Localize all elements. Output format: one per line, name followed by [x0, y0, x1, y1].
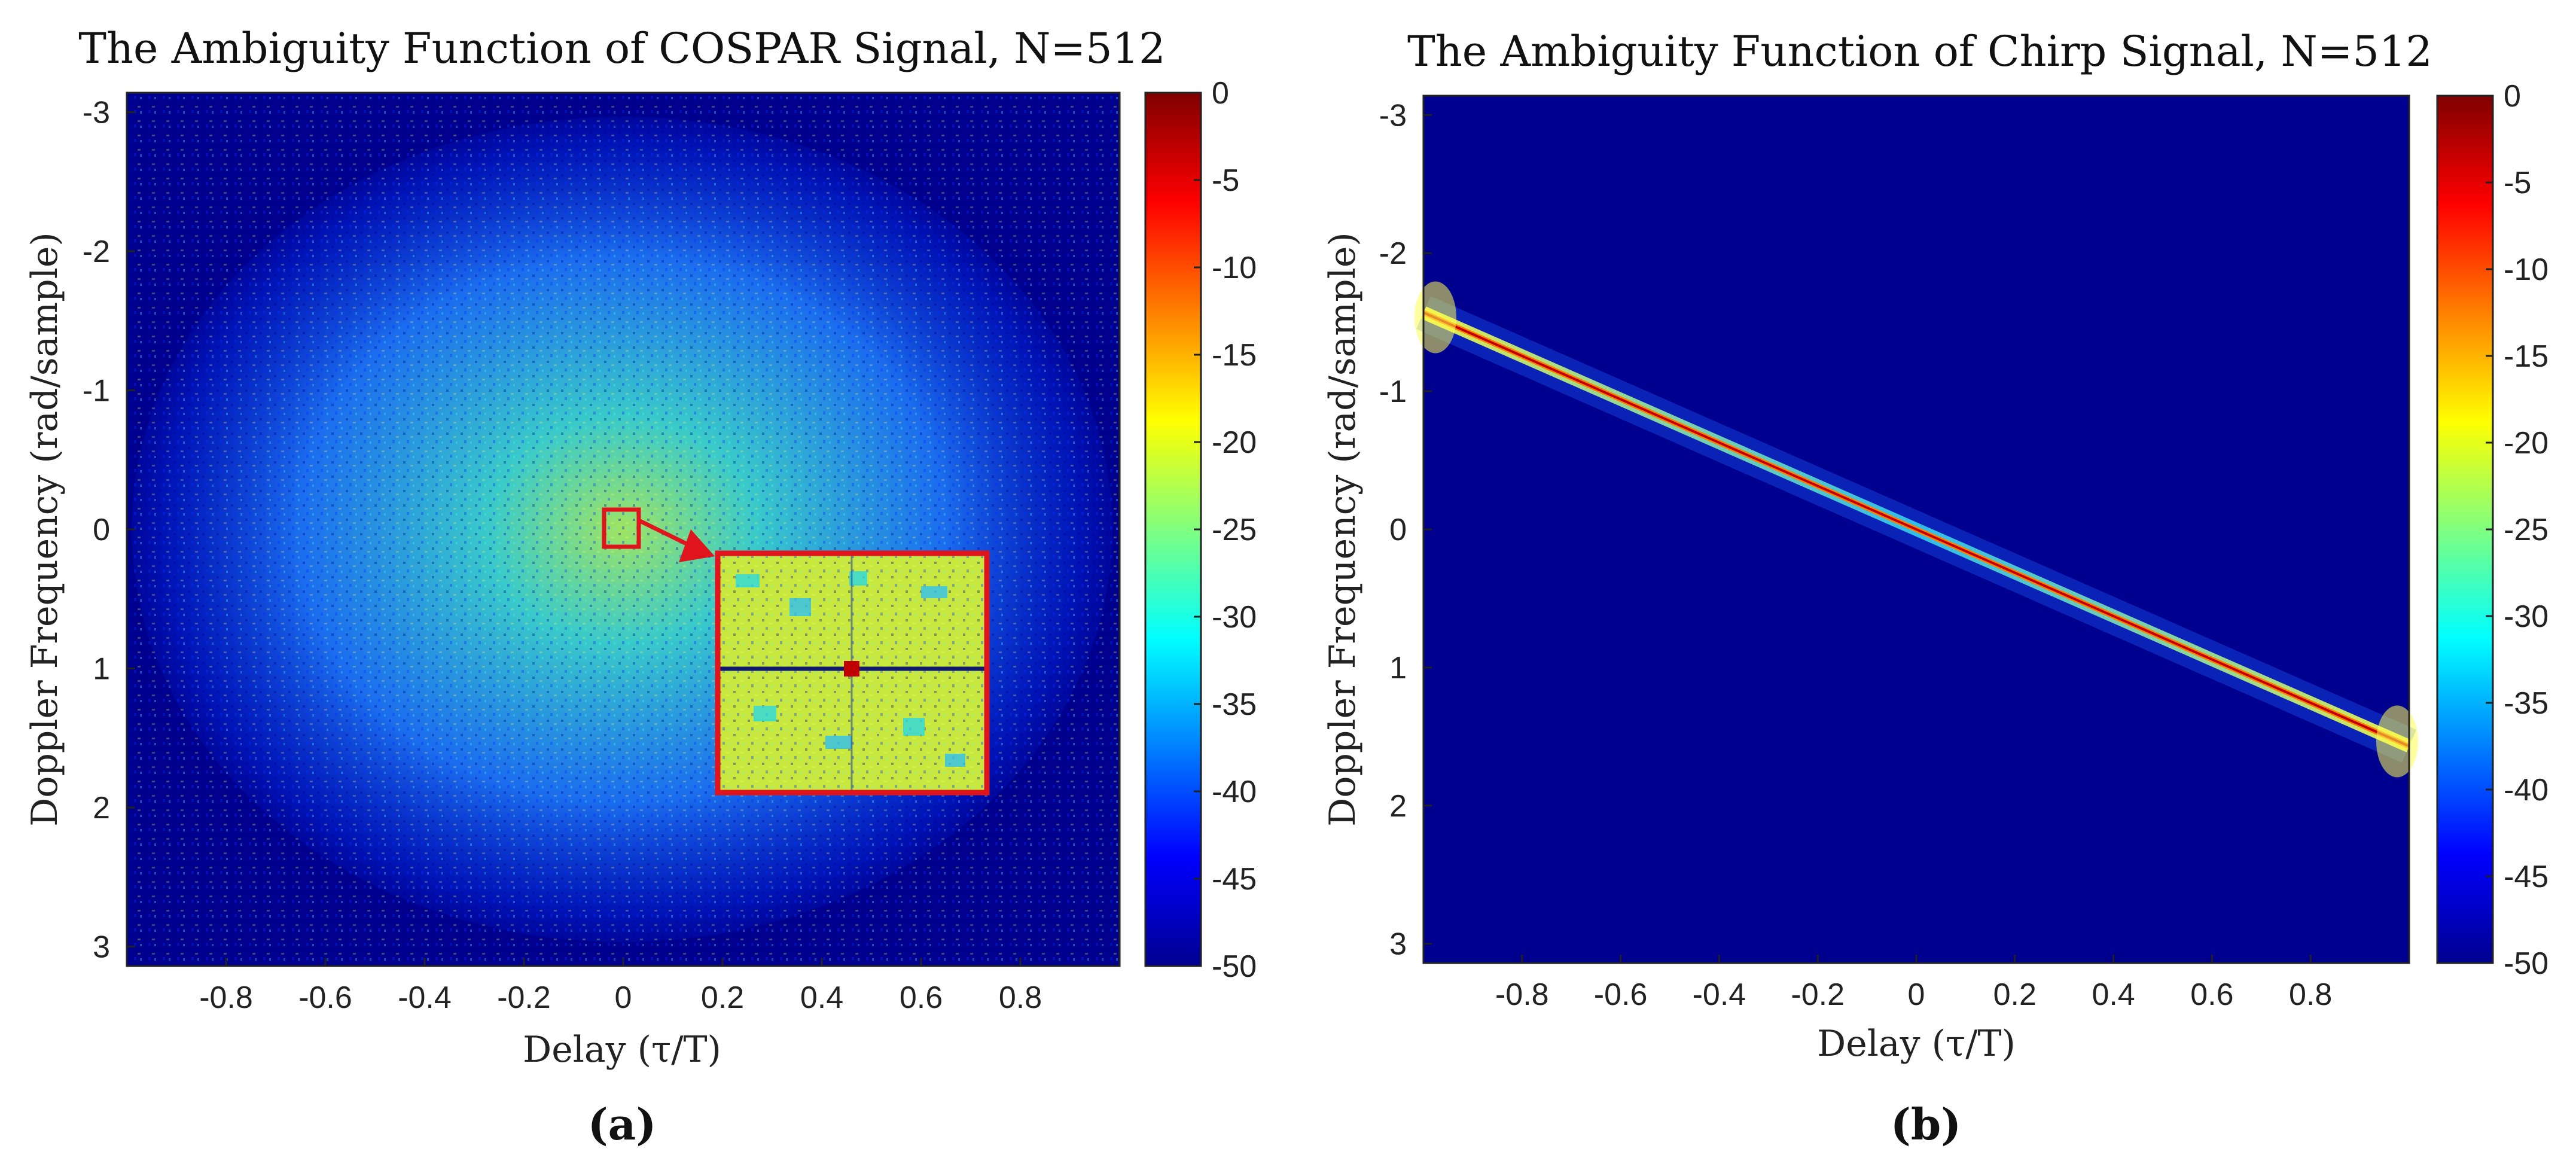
panel-a-colorbar-tick-label: -10: [1212, 251, 1257, 285]
panel-b-colorbar-tick-label: -25: [2504, 513, 2548, 547]
panel-b-x-ticks: -0.8 -0.6 -0.4 -0.2 0 0.2 0.4 0.6 0.8: [1495, 955, 2332, 1012]
panel-b-y-tick-label: 2: [1389, 789, 1407, 824]
panel-b-colorbar-tick-label: -30: [2504, 599, 2548, 634]
panel-a-zoom-marker: [602, 507, 641, 549]
panel-b-caption: (b): [1891, 1099, 1961, 1150]
panel-b-colorbar: [2436, 95, 2494, 964]
panel-a-inset: [715, 550, 990, 796]
panel-a-colorbar-tick-label: -35: [1212, 687, 1257, 722]
panel-a-x-tick-label: 0: [615, 980, 632, 1015]
panel-a-colorbar-tick-label: -15: [1212, 338, 1257, 373]
panel-a-y-tick-label: 0: [93, 513, 110, 547]
panel-a-zoom-arrowhead: [679, 529, 715, 562]
panel-a-colorbar-tick-label: -50: [1212, 949, 1257, 984]
panel-b-ridge-peak: [1423, 311, 2410, 748]
panel-a-title: The Ambiguity Function of COSPAR Signal,…: [78, 24, 1165, 73]
panel-b-title: The Ambiguity Function of Chirp Signal, …: [1407, 27, 2432, 76]
panel-a-caption: (a): [588, 1099, 657, 1150]
panel-a-y-tick-label: -3: [83, 96, 110, 130]
panel-b-colorbar-tick-label: -50: [2504, 946, 2548, 981]
panel-a-x-tick-label: -0.6: [298, 980, 352, 1015]
panel-b-colorbar-tick-label: -10: [2504, 252, 2548, 287]
panel-a-speckle-texture: [127, 93, 1120, 966]
panel-a-y-ticks: -3 -2 -1 0 1 2 3: [83, 96, 135, 964]
panel-a-x-tick-label: 0.2: [701, 980, 744, 1015]
panel-b-colorbar-tick-label: -15: [2504, 339, 2548, 374]
panel-b-x-tick-label: 0.2: [1993, 977, 2037, 1012]
panel-b-y-ticks: -3 -2 -1 0 1 2 3: [1379, 98, 1432, 962]
panel-a-colorbar-tick-label: -40: [1212, 775, 1257, 809]
panel-a: The Ambiguity Function of COSPAR Signal,…: [24, 24, 1257, 1150]
panel-a-x-tick-label: -0.8: [199, 980, 253, 1015]
panel-b-colorbar-ticks: 0 -5 -10 -15 -20 -25 -30 -35 -40 -45 -50: [2486, 79, 2548, 981]
panel-b-y-label: Doppler Frequency (rad/sample): [1322, 232, 1364, 827]
panel-a-inset-peak: [844, 661, 859, 677]
panel-b-colorbar-tick-label: -5: [2504, 166, 2531, 200]
panel-a-colorbar-ticks: 0 -5 -10 -15 -20 -25 -30 -35 -40 -45 -50: [1194, 76, 1257, 984]
panel-b-x-label: Delay (τ/T): [1817, 1023, 2016, 1065]
panel-b-x-tick-label: -0.6: [1594, 977, 1648, 1012]
panel-a-colorbar-tick-label: -30: [1212, 600, 1257, 635]
panel-b-colorbar-tick-label: -40: [2504, 773, 2548, 808]
panel-b-ridge: [1414, 281, 2418, 778]
panel-a-y-label: Doppler Frequency (rad/sample): [24, 232, 66, 827]
panel-b-y-tick-label: 3: [1389, 927, 1407, 962]
panel-b-x-tick-label: -0.8: [1495, 977, 1549, 1012]
panel-b-x-tick-label: -0.4: [1693, 977, 1746, 1012]
panel-b-y-tick-label: -2: [1379, 236, 1407, 271]
panel-a-zoom-arrow: [638, 518, 695, 550]
panel-b-x-tick-label: -0.2: [1791, 977, 1845, 1012]
panel-a-x-tick-label: -0.4: [398, 980, 452, 1015]
panel-b-ridge-edge-left: [1414, 281, 1456, 354]
panel-a-x-tick-label: 0.4: [800, 980, 843, 1015]
panel-a-x-tick-label: -0.2: [497, 980, 551, 1015]
panel-b-x-tick-label: 0.8: [2289, 977, 2332, 1012]
panel-a-x-ticks: -0.8 -0.6 -0.4 -0.2 0 0.2 0.4 0.6 0.8: [199, 958, 1042, 1015]
panel-b-colorbar-tick-label: -45: [2504, 860, 2548, 894]
panel-a-colorbar-tick-label: -45: [1212, 862, 1257, 897]
panel-b-y-tick-label: -3: [1379, 98, 1407, 133]
panel-b-y-tick-label: 0: [1389, 513, 1407, 547]
panel-b-x-tick-label: 0: [1908, 977, 1925, 1012]
panel-b-colorbar-tick-label: -35: [2504, 686, 2548, 721]
panel-b-y-tick-label: 1: [1389, 651, 1407, 685]
panel-a-y-tick-label: -1: [83, 374, 110, 409]
panel-a-colorbar-tick-label: -5: [1212, 163, 1239, 198]
panel-a-colorbar-tick-label: -20: [1212, 425, 1257, 460]
panel-b-x-tick-label: 0.6: [2190, 977, 2233, 1012]
panel-b-x-tick-label: 0.4: [2092, 977, 2135, 1012]
panel-b-ridge-edge-right: [2376, 705, 2418, 778]
panel-a-colorbar-tick-label: -25: [1212, 513, 1257, 547]
panel-a-y-tick-label: -2: [83, 234, 110, 269]
panel-b: The Ambiguity Function of Chirp Signal, …: [1322, 27, 2548, 1150]
panel-a-x-tick-label: 0.6: [900, 980, 943, 1015]
panel-a-y-tick-label: 2: [93, 791, 110, 825]
panel-a-colorbar-tick-label: 0: [1212, 76, 1229, 111]
panel-a-x-label: Delay (τ/T): [523, 1029, 721, 1071]
panel-b-colorbar-tick-label: -20: [2504, 426, 2548, 461]
panel-a-x-tick-label: 0.8: [999, 980, 1042, 1015]
panel-a-colorbar: [1144, 92, 1202, 967]
panel-b-colorbar-tick-label: 0: [2504, 79, 2521, 114]
panel-a-y-tick-label: 3: [93, 930, 110, 964]
panel-b-y-tick-label: -1: [1379, 374, 1407, 409]
panel-a-y-tick-label: 1: [93, 651, 110, 686]
